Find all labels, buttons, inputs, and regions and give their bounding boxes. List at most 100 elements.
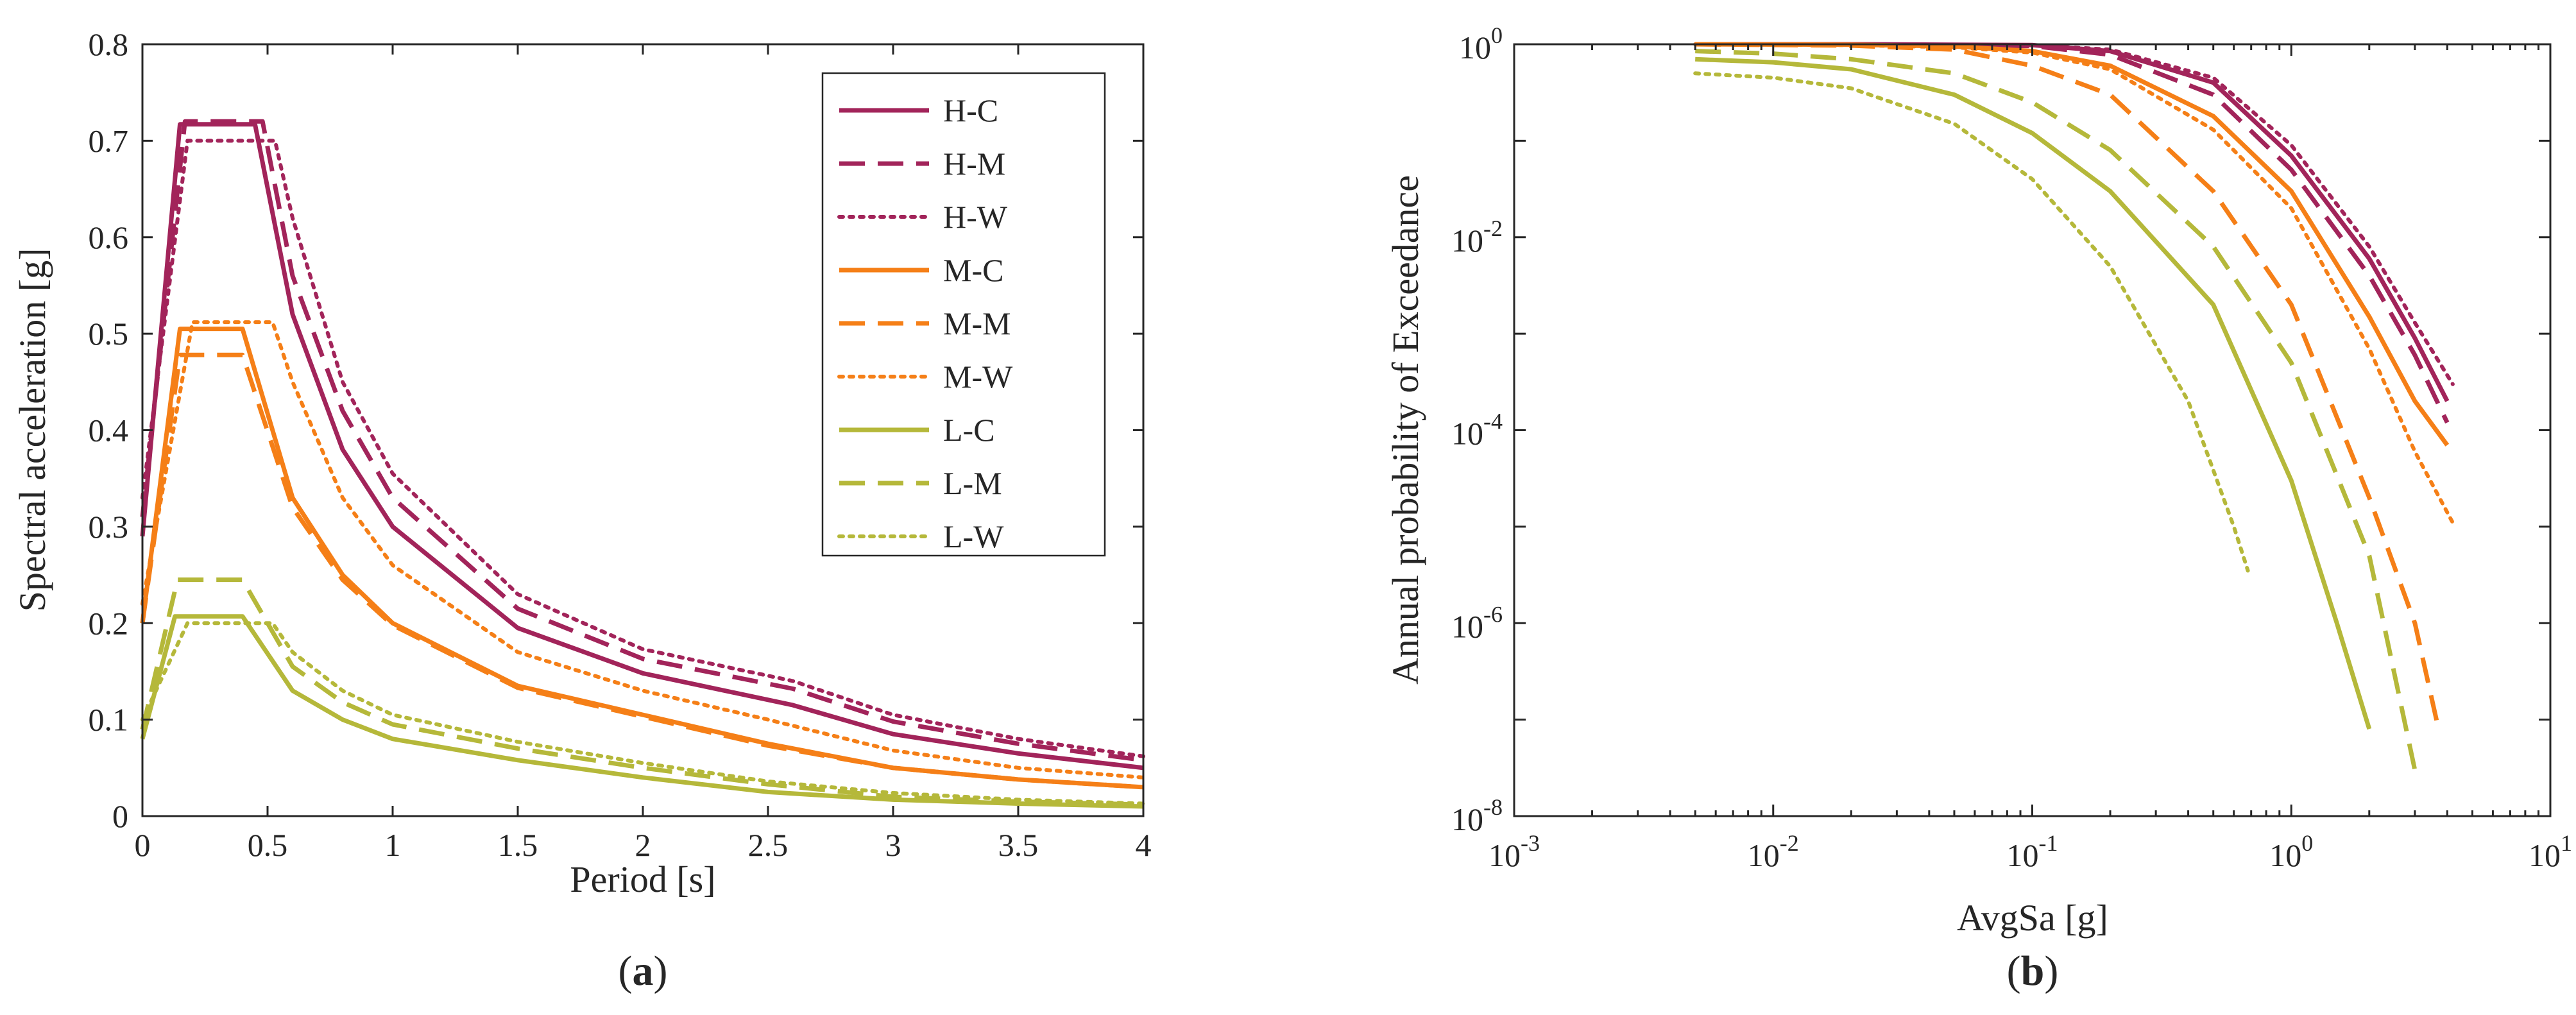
legend-label: H-W bbox=[943, 199, 1008, 235]
legend-item-l-c: L-C bbox=[839, 412, 995, 448]
legend-item-m-w: M-W bbox=[837, 359, 1013, 395]
y-tick-label-a: 0.2 bbox=[89, 605, 129, 641]
panel-a-open: ( bbox=[618, 948, 633, 994]
y-tick-label-a: 0.5 bbox=[89, 316, 129, 352]
x-tick-label-b: 10-3 bbox=[1488, 830, 1540, 873]
chart-a-ticks: 0 0.5 1 1.5 2 2.5 3 3.5 4 0 0.1 0.2 0.3 0.4 0.5 0.6 0.7 0… bbox=[89, 26, 1152, 863]
y-tick-label-b: 10-4 bbox=[1451, 409, 1503, 452]
y-tick-label-a: 0 bbox=[112, 798, 128, 834]
tick-base: 10 bbox=[1451, 416, 1483, 452]
series-line-b-l-m bbox=[1695, 49, 2418, 771]
panel-a-close: ) bbox=[654, 948, 668, 994]
legend-item-h-m: H-M bbox=[839, 146, 1005, 182]
tick-base: 10 bbox=[1488, 837, 1521, 873]
series-line-b-m-w bbox=[1693, 42, 2455, 525]
chart-a-legend: H-C H-M H-W M-C M-M M-W L-C L-M L-W bbox=[821, 72, 1106, 557]
x-tick-label-a: 1 bbox=[385, 827, 401, 863]
series-line-a-l-m bbox=[140, 577, 1144, 807]
panel-b-letter: b bbox=[2021, 948, 2045, 994]
legend-item-h-c: H-C bbox=[839, 92, 998, 128]
panel-b-open: ( bbox=[2007, 948, 2021, 994]
legend-item-h-w: H-W bbox=[837, 199, 1008, 235]
chart-b-ylabel: Annual probability of Exceedance bbox=[1385, 175, 1426, 685]
legend-label: L-M bbox=[943, 465, 1002, 501]
tick-base: 10 bbox=[1451, 801, 1483, 837]
legend-item-m-c: M-C bbox=[839, 252, 1003, 288]
y-tick-label-a: 0.1 bbox=[89, 702, 129, 738]
series-line-a-l-c bbox=[140, 614, 1144, 809]
panel-b-close: ) bbox=[2044, 948, 2058, 994]
legend-item-m-m: M-M bbox=[839, 305, 1011, 341]
tick-exponent: -6 bbox=[1483, 601, 1503, 627]
y-tick-label-b: 10-6 bbox=[1451, 601, 1503, 644]
series-line-a-h-m bbox=[140, 119, 1144, 763]
x-tick-label-a: 4 bbox=[1136, 827, 1152, 863]
x-tick-label-b: 100 bbox=[2269, 830, 2313, 873]
series-line-b-m-c bbox=[1695, 42, 2450, 447]
tick-exponent: -3 bbox=[1521, 830, 1540, 856]
y-tick-label-b: 10-2 bbox=[1451, 216, 1503, 259]
x-tick-label-a: 3 bbox=[885, 827, 901, 863]
series-line-a-l-w bbox=[141, 621, 1145, 806]
series-line-b-h-m bbox=[1695, 42, 2450, 424]
y-tick-label-a: 0.6 bbox=[89, 219, 129, 255]
panel-a-label: (a) bbox=[618, 948, 668, 994]
chart-b-axes-box bbox=[1513, 43, 2552, 817]
tick-exponent: 0 bbox=[2301, 830, 2313, 856]
chart-a-ylabel: Spectral acceleration [g] bbox=[12, 248, 53, 612]
legend-label: M-W bbox=[943, 359, 1013, 395]
tick-exponent: -1 bbox=[2039, 830, 2058, 856]
tick-exponent: -8 bbox=[1483, 794, 1503, 820]
legend-box bbox=[821, 72, 1106, 557]
series-line-b-l-w bbox=[1693, 71, 2250, 573]
x-tick-label-a: 3.5 bbox=[998, 827, 1039, 863]
tick-base: 10 bbox=[2269, 837, 2301, 873]
tick-base: 10 bbox=[1459, 30, 1491, 65]
x-tick-label-b: 101 bbox=[2529, 830, 2572, 873]
chart-a-xlabel: Period [s] bbox=[570, 858, 715, 900]
legend-label: L-C bbox=[943, 412, 995, 448]
x-tick-label-a: 0 bbox=[135, 827, 151, 863]
tick-exponent: -4 bbox=[1483, 409, 1503, 434]
y-tick-label-b: 100 bbox=[1459, 22, 1503, 65]
tick-base: 10 bbox=[2529, 837, 2561, 873]
legend-label: H-C bbox=[943, 92, 998, 128]
chart-a-series-layer bbox=[140, 119, 1145, 809]
chart-b-xlabel: AvgSa [g] bbox=[1957, 897, 2108, 939]
tick-exponent: -2 bbox=[1483, 216, 1503, 241]
series-line-b-m-m bbox=[1695, 42, 2441, 729]
tick-exponent: 0 bbox=[1491, 22, 1503, 48]
series-line-b-l-c bbox=[1695, 56, 2372, 730]
y-tick-label-b: 10-8 bbox=[1451, 794, 1503, 837]
y-tick-label-a: 0.3 bbox=[89, 509, 129, 545]
panel-b-label: (b) bbox=[2007, 948, 2059, 994]
legend-label: H-M bbox=[943, 146, 1005, 182]
y-tick-label-a: 0.4 bbox=[89, 413, 129, 448]
legend-label: M-C bbox=[943, 252, 1003, 288]
x-tick-label-b: 10-1 bbox=[2007, 830, 2058, 873]
series-line-a-m-m bbox=[140, 352, 1144, 790]
tick-exponent: -2 bbox=[1780, 830, 1799, 856]
y-tick-label-a: 0.8 bbox=[89, 26, 129, 62]
chart-a: 0 0.5 1 1.5 2 2.5 3 3.5 4 0 0.1 0.2 0.3 0.4 0.5 0.6 0.7 0… bbox=[12, 26, 1152, 994]
x-tick-label-a: 1.5 bbox=[498, 827, 538, 863]
series-line-a-m-w bbox=[141, 320, 1145, 780]
x-tick-label-a: 2 bbox=[635, 827, 651, 863]
x-tick-label-a: 2.5 bbox=[748, 827, 789, 863]
tick-exponent: 1 bbox=[2561, 830, 2572, 856]
legend-items: H-C H-M H-W M-C M-M M-W L-C L-M L-W bbox=[837, 92, 1013, 554]
legend-item-l-m: L-M bbox=[839, 465, 1002, 501]
series-line-a-h-c bbox=[140, 122, 1144, 771]
tick-base: 10 bbox=[1451, 608, 1483, 644]
y-tick-label-a: 0.7 bbox=[89, 123, 129, 158]
series-line-b-h-w bbox=[1693, 42, 2455, 386]
legend-item-l-w: L-W bbox=[837, 518, 1004, 554]
tick-base: 10 bbox=[2007, 837, 2039, 873]
legend-label: L-W bbox=[943, 518, 1004, 554]
x-tick-label-a: 0.5 bbox=[248, 827, 288, 863]
x-tick-label-b: 10-2 bbox=[1748, 830, 1799, 873]
panel-a-letter: a bbox=[633, 948, 654, 994]
